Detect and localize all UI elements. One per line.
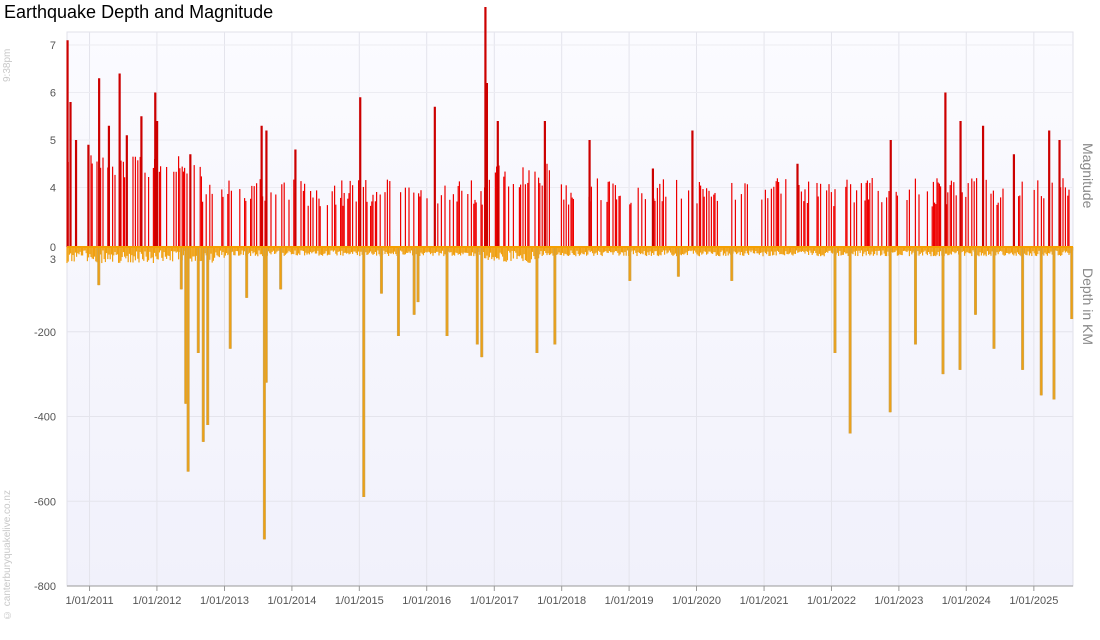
magnitude-axis-title: Magnitude <box>1080 143 1096 209</box>
magnitude-tick-label: 7 <box>50 40 56 52</box>
depth-tick-label: -200 <box>34 327 56 339</box>
x-tick-label: 1/01/2021 <box>740 595 789 607</box>
depth-tick-label: -800 <box>34 581 56 593</box>
magnitude-bars <box>66 7 1070 247</box>
axes: 1/01/2011 1/01/2012 1/01/2013 1/01/2014 1/01… <box>34 40 1073 607</box>
x-tick-label: 1/01/2016 <box>402 595 451 607</box>
chart-title: Earthquake Depth and Magnitude <box>4 2 274 22</box>
x-tick-label: 1/01/2024 <box>942 595 991 607</box>
x-tick-label: 1/01/2013 <box>200 595 249 607</box>
x-tick-label: 1/01/2014 <box>267 595 316 607</box>
x-tick-label: 1/01/2015 <box>335 595 384 607</box>
x-tick-label: 1/01/2012 <box>132 595 181 607</box>
gridlines <box>67 32 1073 587</box>
magnitude-tick-label: 5 <box>50 135 56 147</box>
depth-tick-label: -400 <box>34 412 56 424</box>
depth-tick-label: -600 <box>34 496 56 508</box>
x-tick-label: 1/01/2019 <box>605 595 654 607</box>
depth-axis-title: Depth in KM <box>1080 268 1096 345</box>
x-tick-label: 1/01/2022 <box>807 595 856 607</box>
depth-bars <box>66 247 1074 540</box>
x-tick-label: 1/01/2011 <box>65 595 113 607</box>
x-tick-label: 1/01/2018 <box>537 595 586 607</box>
x-tick-label: 1/01/2025 <box>1009 595 1058 607</box>
magnitude-tick-label: 0 <box>50 242 56 254</box>
plot-background <box>66 31 1074 587</box>
x-tick-label: 1/01/2023 <box>874 595 923 607</box>
depth-tick-label: 3 <box>50 254 56 266</box>
x-tick-label: 1/01/2017 <box>470 595 519 607</box>
magnitude-tick-label: 6 <box>50 88 56 100</box>
x-tick-label: 1/01/2020 <box>672 595 721 607</box>
magnitude-tick-label: 4 <box>50 183 56 195</box>
